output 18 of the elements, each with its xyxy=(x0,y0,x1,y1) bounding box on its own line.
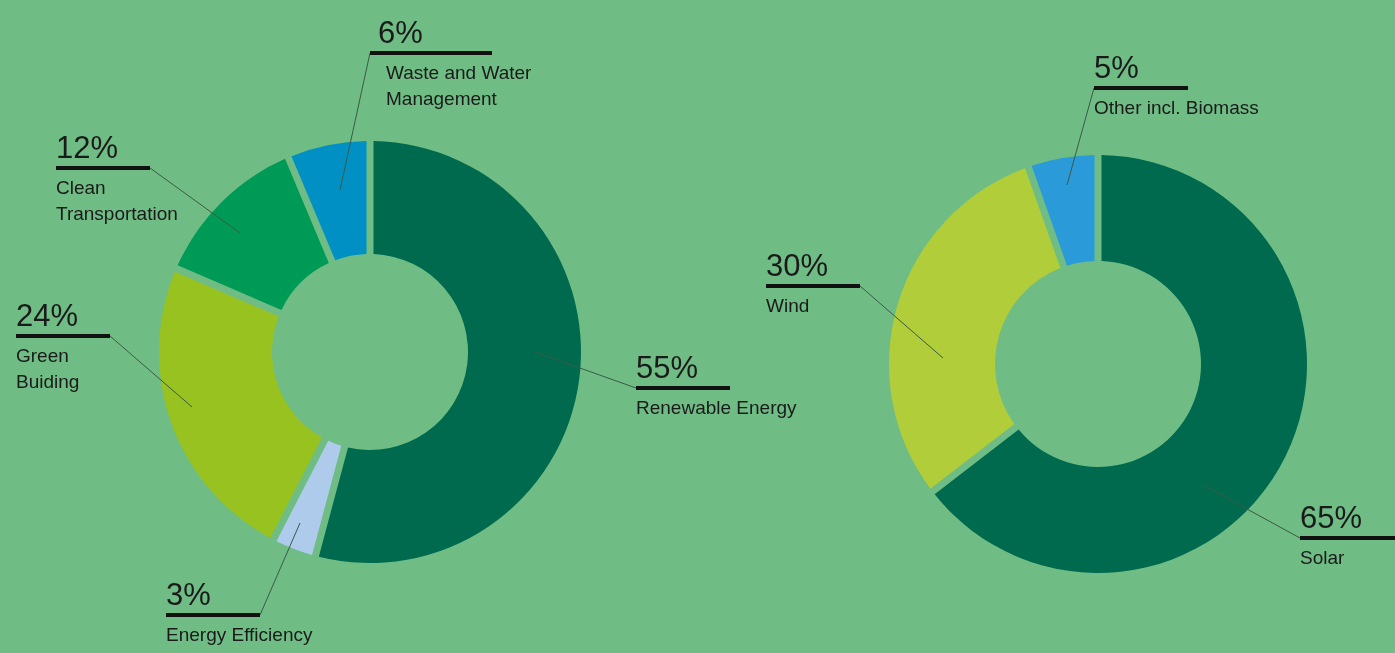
slice-label: Green Buiding xyxy=(16,345,80,392)
slice-label: Other incl. Biomass xyxy=(1094,97,1259,118)
data-label: 5% xyxy=(1094,50,1139,85)
slice-label: Solar xyxy=(1300,547,1346,568)
slice-label: Renewable Energy xyxy=(636,397,798,418)
data-label: 12% xyxy=(56,130,119,165)
data-label: 24% xyxy=(16,298,79,333)
donut-slice xyxy=(889,168,1061,489)
slice-label: Wind xyxy=(766,295,810,316)
donut-slice xyxy=(1031,155,1095,266)
data-label: 65% xyxy=(1300,500,1363,535)
data-label: 55% xyxy=(636,350,699,385)
data-label: 6% xyxy=(378,15,423,50)
slice-label: Waste and Water Management xyxy=(386,62,533,109)
data-label: 30% xyxy=(766,248,829,283)
slice-label: Energy Efficiency xyxy=(166,624,313,645)
slice-label: Clean Transportation xyxy=(56,177,178,224)
data-label: 3% xyxy=(166,577,211,612)
